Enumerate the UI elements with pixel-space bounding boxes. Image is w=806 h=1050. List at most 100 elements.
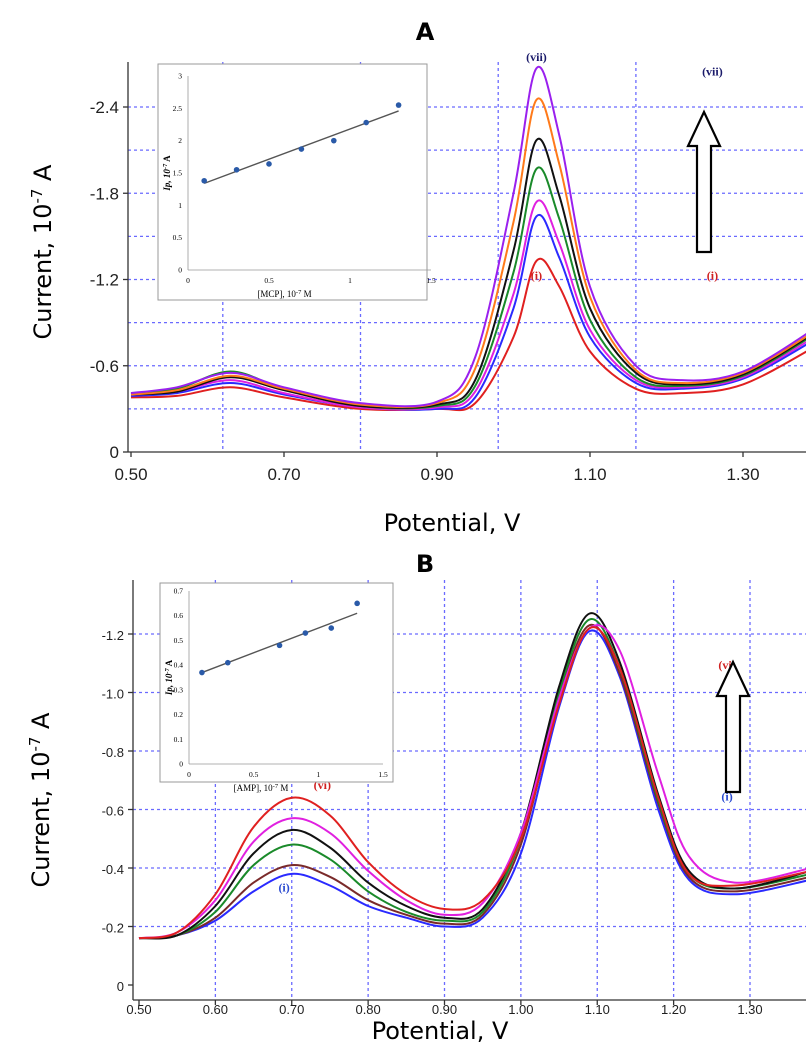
panel-a-inset-y-tick-5: 2.5 (173, 104, 183, 113)
panel-b-arrow-shape (715, 659, 751, 794)
panel-b-inset-y-label: Ip, 10-7 A (164, 659, 174, 696)
panel-a-axes (127, 62, 806, 453)
panel-b-inset-y-tick-2: 0.2 (174, 710, 184, 719)
panel-b-curve-label-3: (i) (721, 790, 732, 804)
panel-a-inset-point-0 (201, 177, 207, 184)
panel-b-x-tick-label-4: 0.90 (432, 1002, 457, 1017)
panel-a-inset-point-1 (233, 166, 240, 173)
panel-a-inset-point-2 (266, 161, 272, 167)
panel-b-x-axis-title: Potential, V (372, 1017, 509, 1045)
panel-b-x-tick-label-6: 1.10 (585, 1002, 610, 1017)
panel-b-inset-y-tick-0: 0 (179, 760, 183, 769)
panel-a-curve-label-3: (i) (707, 269, 718, 283)
panel-b-inset-point-2 (276, 642, 283, 649)
panel-a-inset-x-label: [MCP], 10-7 M (257, 289, 311, 299)
panel-a-curve-3 (130, 199, 806, 411)
panel-b-inset-y-tick-4: 0.4 (174, 661, 184, 670)
panel-b-inset-frame (159, 582, 394, 783)
panel-a-inset-point-5 (363, 119, 370, 126)
panel-a-y-tick-label-2: -1.2 (90, 271, 119, 290)
panel-b-y-tick-label-2: -0.4 (102, 862, 124, 877)
panel-a-y-tick-label-4: -2.4 (90, 98, 119, 117)
panel-b-x-tick-label-1: 0.60 (203, 1002, 228, 1017)
panel-a-curve-6 (130, 97, 806, 408)
panel-b-inset-y-tick-6: 0.6 (174, 611, 184, 620)
panel-b-inset-point-4 (328, 625, 335, 631)
panel-b-inset-x-label: [AMP], 10-7 M (234, 783, 289, 793)
panel-b-y-tick-label-0: 0 (117, 979, 124, 994)
panel-a-inset-point-3 (298, 146, 305, 152)
panel-a-x-tick-label-1: 0.70 (267, 465, 300, 484)
panel-b-curve-6 (138, 626, 806, 940)
panel-b-inset-y-tick-1: 0.1 (174, 735, 184, 744)
panel-b-x-tick-label-2: 0.70 (279, 1002, 304, 1017)
panel-a-inset-y-tick-0: 0 (178, 266, 182, 275)
panel-a-curve-labels: (vii) (i) (vii) (i) (526, 50, 723, 283)
panel-b-y-tick-label-5: -1.0 (102, 687, 124, 702)
panel-a-inset-y-tick-3: 1.5 (173, 169, 183, 178)
panel-a-curve-label-0: (vii) (526, 50, 547, 64)
panel-b-x-tick-label-5: 1.00 (508, 1002, 533, 1017)
panel-b-curve-1 (138, 629, 806, 940)
panel-a-x-tick-label-0: 0.50 (114, 465, 147, 484)
panel-a-curve-5 (130, 137, 806, 409)
panel-a-curves (130, 65, 806, 412)
panel-a-inset-x-tick-1: 0.5 (264, 276, 274, 285)
panel-a-x-tick-label-4: 1.30 (726, 465, 759, 484)
panel-b-x-tick-label-3: 0.80 (355, 1002, 380, 1017)
panel-a: A 0-0.6-1.2-1.8-2.40.50 0.70 0.90 1.10 1.30 … (28, 18, 806, 537)
panel-a-inset-x-tick-3: 1.5 (426, 276, 436, 285)
panel-b: B 0-0.2-0.4-0.6-0.8-1.0-1.20.50 0.60 0.70 0… (26, 550, 806, 1045)
panel-b-y-tick-label-3: -0.6 (102, 804, 124, 819)
panel-a-inset-point-4 (331, 137, 337, 144)
panel-b-inset-point-3 (302, 630, 309, 636)
panel-a-y-tick-label-1: -0.6 (90, 357, 119, 376)
panel-a-inset-y-tick-6: 3 (178, 72, 182, 81)
panel-b-letter: B (416, 550, 434, 578)
panel-b-y-tick-label-4: -0.8 (102, 745, 124, 760)
panel-a-inset-y-label: Ip, 10-7 A (162, 155, 172, 192)
panel-a-y-tick-label-3: -1.8 (90, 184, 119, 203)
panel-a-curve-2 (130, 213, 806, 411)
panel-a-curve-1 (130, 257, 806, 412)
panel-a-ticks: 0-0.6-1.2-1.8-2.40.50 0.70 0.90 1.10 1.30 (90, 98, 760, 484)
panel-b-curves (138, 612, 806, 940)
panel-b-curve-5 (138, 624, 806, 940)
panel-a-x-tick-label-2: 0.90 (420, 465, 453, 484)
panel-a-y-axis-title: Current, 10-7 A (28, 164, 57, 340)
panel-a-inset-point-6 (395, 102, 402, 108)
panel-b-inset-y-tick-5: 0.5 (174, 636, 184, 645)
panel-b-x-tick-label-0: 0.50 (126, 1002, 151, 1017)
panel-a-curve-7 (130, 65, 806, 408)
panel-b-inset-y-tick-3: 0.3 (174, 685, 184, 694)
panel-a-inset-plot: 0 0.5 1 1.5 2 2.5 3 0 0.5 1 1.5 [MCP], 10-7 M Ip, 10… (157, 63, 436, 301)
panel-a-y-tick-label-0: 0 (110, 443, 119, 462)
panel-a-curve-label-2: (vii) (702, 64, 723, 78)
panel-b-y-axis-title: Current, 10-7 A (26, 712, 55, 888)
panel-a-inset-y-tick-1: 0.5 (173, 233, 183, 242)
panel-b-inset-plot: 0 0.1 0.2 0.3 0.4 0.5 0.6 0.7 0 0.5 1 1.5 [AMP], 10-… (159, 582, 394, 793)
panel-b-inset-x-tick-1: 0.5 (249, 770, 259, 779)
panel-a-arrow-shape (686, 109, 722, 254)
panel-b-inset-x-tick-2: 1 (316, 770, 320, 779)
panel-b-inset-point-0 (199, 669, 205, 676)
panel-a-increase-arrow (686, 109, 722, 254)
panel-b-inset-y-tick-7: 0.7 (174, 587, 184, 596)
panel-a-x-axis-title: Potential, V (384, 509, 521, 537)
panel-b-y-tick-label-6: -1.2 (102, 628, 124, 643)
panel-b-inset-point-1 (225, 659, 231, 666)
panel-b-x-tick-label-8: 1.30 (737, 1002, 762, 1017)
panel-a-inset-frame (157, 63, 428, 301)
panel-a-inset-x-tick-0: 0 (186, 276, 190, 285)
panel-a-inset-y-tick-4: 2 (178, 136, 182, 145)
panel-b-axes (132, 580, 806, 1001)
panel-b-y-tick-label-1: -0.2 (102, 921, 124, 936)
panel-a-curve-label-1: (i) (531, 269, 542, 283)
panel-a-letter: A (416, 18, 435, 46)
panel-b-increase-arrow (715, 659, 751, 794)
panel-b-x-tick-label-7: 1.20 (661, 1002, 686, 1017)
panel-a-inset-y-tick-2: 1 (178, 201, 182, 210)
panel-a-x-tick-label-3: 1.10 (573, 465, 606, 484)
panel-a-inset-x-tick-2: 1 (348, 276, 352, 285)
